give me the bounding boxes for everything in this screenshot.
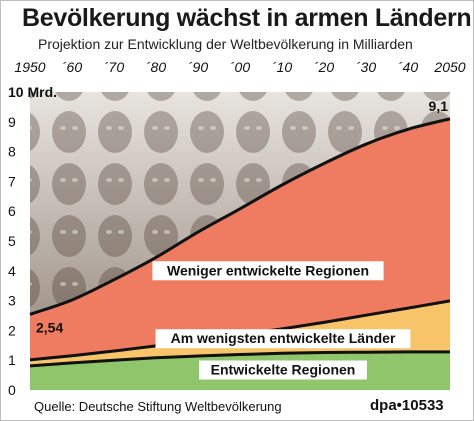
x-tick-label: 1950: [14, 59, 45, 75]
data-label: 9,1: [429, 98, 449, 114]
y-tick-label: 5: [8, 233, 16, 249]
y-tick-label: 9: [8, 114, 16, 130]
y-tick-label: 10 Mrd.: [8, 84, 57, 100]
x-tick-label: 2050: [433, 59, 465, 75]
y-tick-label: 3: [8, 293, 16, 309]
y-tick-label: 8: [8, 144, 16, 160]
x-tick-label: ´80: [146, 59, 166, 75]
chart-subtitle: Projektion zur Entwicklung der Weltbevöl…: [38, 36, 413, 52]
y-tick-label: 2: [8, 322, 16, 338]
x-tick-label: ´30: [356, 59, 376, 75]
line-less-developed: [29, 117, 451, 316]
x-tick-label: ´90: [188, 59, 208, 75]
label-developed: Entwickelte Regionen: [211, 362, 356, 378]
x-tick-label: ´00: [230, 59, 250, 75]
x-tick-label: ´60: [62, 59, 82, 75]
y-tick-label: 1: [8, 352, 16, 368]
x-tick-label: ´10: [272, 59, 292, 75]
label-developed-bg: [199, 360, 367, 380]
y-tick-label: 0: [8, 382, 16, 396]
label-less-developed: Weniger entwickelte Regionen: [167, 262, 369, 278]
line-developed: [29, 350, 451, 368]
y-tick-label: 7: [8, 173, 16, 189]
y-tick-label: 4: [8, 263, 16, 279]
chart-title: Bevölkerung wächst in armen Ländern: [22, 4, 472, 32]
data-label: 2,54: [36, 319, 63, 335]
label-least-developed: Am wenigsten entwickelte Länder: [171, 330, 396, 346]
label-less-developed-bg: [152, 261, 384, 281]
agency-credit: dpa•10533: [370, 397, 444, 414]
x-tick-label: ´20: [314, 59, 334, 75]
y-tick-label: 6: [8, 203, 16, 219]
label-least-developed-bg: [155, 329, 411, 349]
source-note: Quelle: Deutsche Stiftung Weltbevölkerun…: [34, 399, 282, 414]
x-tick-label: ´70: [104, 59, 124, 75]
area-chart: 1950 ´60 ´70 ´80 ´90 ´00 ´10 ´20 ´30 ´40 2050 0 1 2 3 4…: [8, 59, 466, 396]
x-tick-label: ´40: [398, 59, 418, 75]
area-less-developed: [30, 118, 450, 360]
